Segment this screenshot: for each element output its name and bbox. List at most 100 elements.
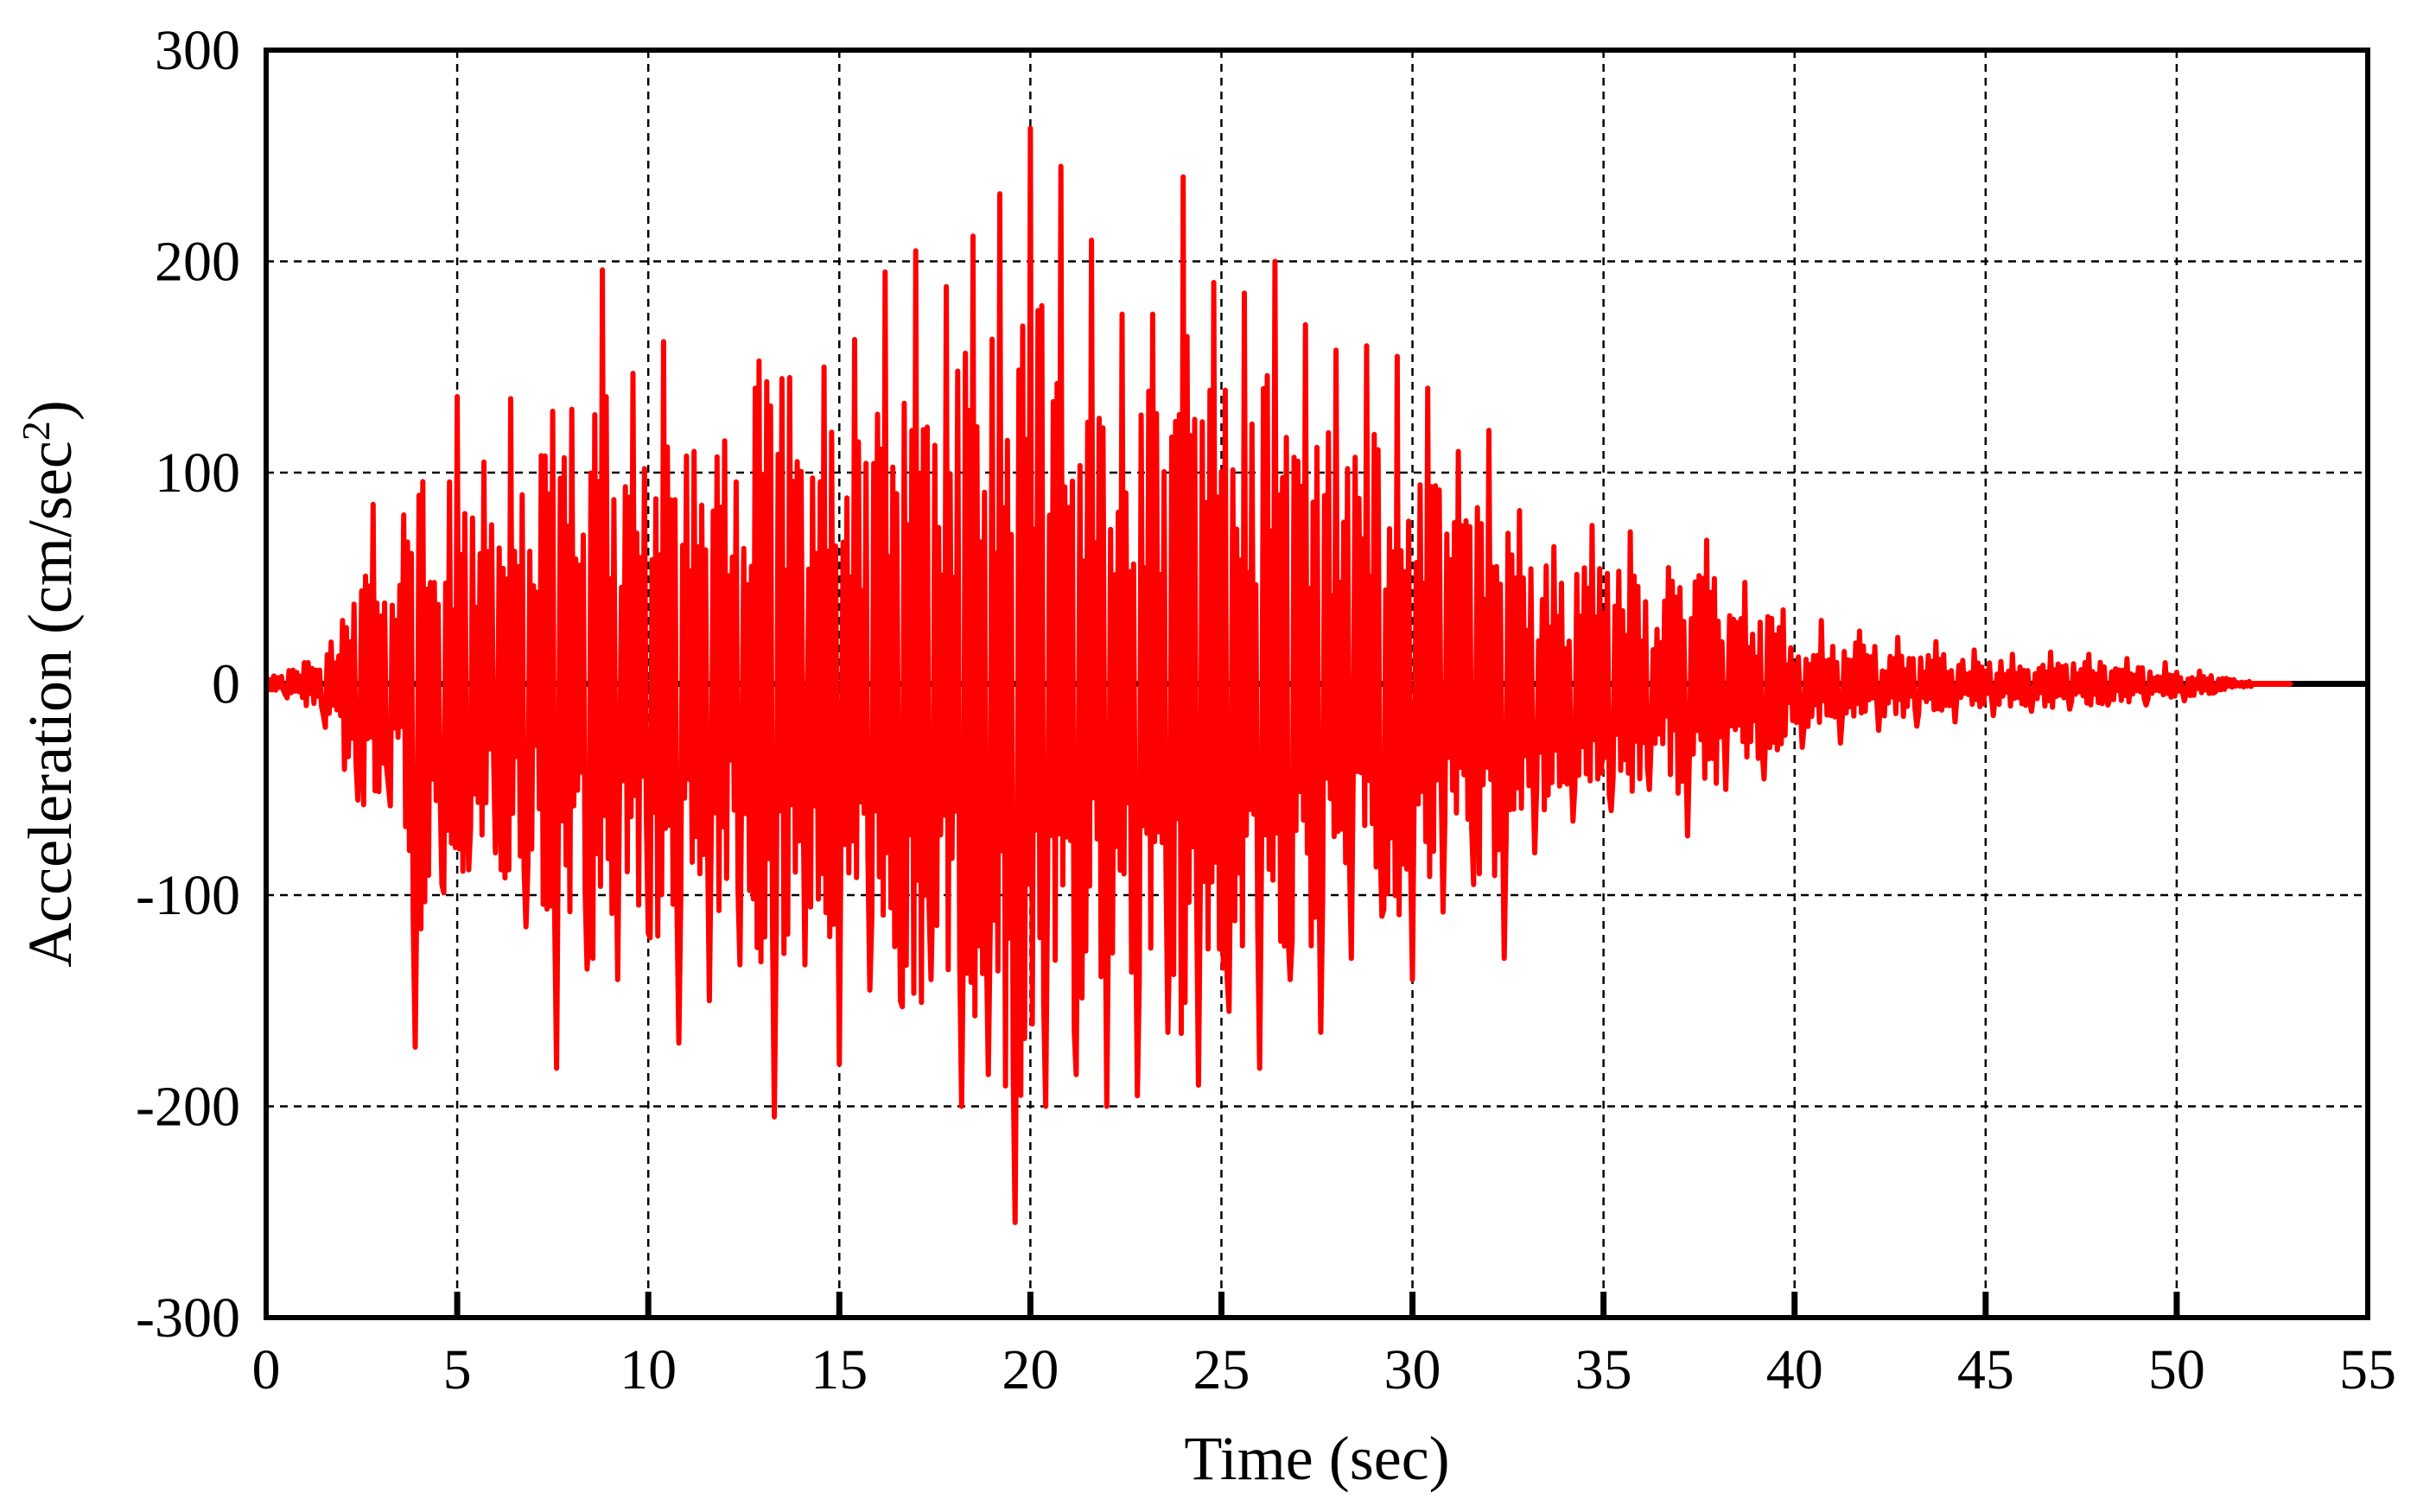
series-peak-point <box>1991 714 1995 718</box>
x-tick-label: 55 <box>2339 1338 2396 1401</box>
series-peak-point <box>1877 728 1880 733</box>
series-peak-point <box>754 386 757 391</box>
series-peak-point <box>2144 703 2148 707</box>
series-peak-point <box>2163 661 2167 664</box>
series-peak-point <box>1502 956 1506 961</box>
series-peak-point <box>787 376 792 379</box>
series-peak-point <box>1243 291 1246 295</box>
series-peak-point <box>1120 312 1124 316</box>
series-peak-point <box>1090 238 1094 242</box>
series-peak-point <box>585 967 589 971</box>
y-axis-title-close: ) <box>16 400 85 421</box>
series-peak-point <box>1800 745 1804 749</box>
series-peak-point <box>1150 312 1154 316</box>
series-peak-point <box>1273 259 1277 264</box>
series-peak-point <box>1135 1094 1140 1098</box>
series-peak-point <box>2232 677 2236 682</box>
x-tick-label: 0 <box>252 1338 281 1401</box>
series-peak-point <box>1819 619 1823 623</box>
x-axis-title: Time (sec) <box>1184 1424 1449 1493</box>
series-peak-point <box>773 1115 777 1119</box>
series-peak-point <box>1972 648 1976 652</box>
series-peak-point <box>2251 682 2255 686</box>
y-tick-labels: 300 200 100 0 -100 -200 -300 <box>136 19 240 1350</box>
series-peak-point <box>2106 703 2110 707</box>
series-peak-point <box>1166 1030 1170 1034</box>
series-peak-point <box>1059 164 1063 168</box>
series-peak-point <box>1410 977 1415 982</box>
series-peak-point <box>722 439 727 443</box>
series-peak-point <box>429 581 433 585</box>
series-peak-point <box>1426 386 1430 391</box>
series-peak-point <box>1628 530 1632 534</box>
y-axis-title: Acceleration (cm/sec2) <box>14 400 86 968</box>
series-peak-point <box>1334 348 1339 353</box>
series-peak-point <box>455 395 460 398</box>
series-peak-point <box>539 454 544 458</box>
series-peak-point <box>1349 956 1353 961</box>
x-tick-label: 25 <box>1193 1338 1250 1401</box>
series-peak-point <box>1395 354 1399 359</box>
series-peak-point <box>1181 175 1186 179</box>
x-tick-label: 45 <box>1957 1338 2014 1401</box>
series-peak-point <box>1364 344 1369 348</box>
series-peak-point <box>440 882 444 886</box>
y-tick-label: 300 <box>155 19 240 82</box>
series-peak-point <box>615 977 620 982</box>
series-peak-point <box>509 397 512 401</box>
series-peak-point <box>1212 281 1216 284</box>
series-peak-point <box>803 962 807 967</box>
series-peak-point <box>524 924 528 929</box>
series-peak-point <box>493 851 498 855</box>
series-peak-point <box>692 449 696 454</box>
series-peak-point <box>1666 566 1670 569</box>
series-peak-point <box>1609 809 1613 813</box>
y-tick-label: 200 <box>155 231 240 294</box>
series-peak-point <box>1303 322 1307 327</box>
series-peak-point <box>959 1104 964 1109</box>
series-peak-point <box>1028 126 1033 130</box>
series-peak-point <box>1441 910 1445 914</box>
series-peak-point <box>1915 724 1919 728</box>
x-tick-labels: 0 5 10 15 20 25 30 35 40 45 50 55 <box>252 1338 2397 1401</box>
series-peak-point <box>2182 699 2186 703</box>
series-peak-point <box>1590 524 1594 528</box>
series-peak-point <box>1838 741 1842 745</box>
series-peak-point <box>913 249 918 253</box>
series-peak-point <box>283 692 288 696</box>
series-peak-point <box>998 192 1002 196</box>
series-peak-point <box>467 867 471 872</box>
series-peak-point <box>1517 509 1522 512</box>
series-peak-point <box>1896 635 1900 639</box>
y-tick-label: -300 <box>136 1286 240 1350</box>
series-peak-point <box>2125 657 2129 661</box>
series-peak-point <box>883 270 887 274</box>
x-tick-label: 30 <box>1384 1338 1441 1401</box>
series-peak-point <box>1705 538 1708 543</box>
series-peak-point <box>822 365 826 369</box>
series-peak-point <box>1781 607 1785 612</box>
series-peak-point <box>1472 882 1476 886</box>
series-peak-point <box>413 1045 417 1049</box>
series-peak-point <box>1685 834 1689 838</box>
series-peak-point <box>631 372 635 376</box>
series-peak-point <box>1196 1083 1200 1087</box>
series-peak-point <box>646 931 651 935</box>
x-tick-label: 5 <box>443 1338 472 1401</box>
y-axis-title-main: Acceleration (cm/sec <box>16 441 85 968</box>
series-peak-point <box>738 962 742 967</box>
y-tick-label: 0 <box>212 653 240 716</box>
series-peak-point <box>386 783 391 787</box>
y-tick-label: 100 <box>155 442 240 505</box>
series-peak-point <box>929 977 933 982</box>
series-peak-point <box>1044 1104 1048 1109</box>
series-peak-point <box>2213 690 2217 695</box>
series-peak-point <box>1934 639 1938 644</box>
series-peak-point <box>2029 709 2033 714</box>
series-peak-point <box>1647 787 1651 791</box>
series-peak-point <box>1319 1030 1323 1034</box>
series-peak-point <box>1743 581 1747 585</box>
series-peak-point <box>971 234 975 238</box>
series-peak-point <box>1487 429 1491 433</box>
series-peak-point <box>340 619 345 623</box>
